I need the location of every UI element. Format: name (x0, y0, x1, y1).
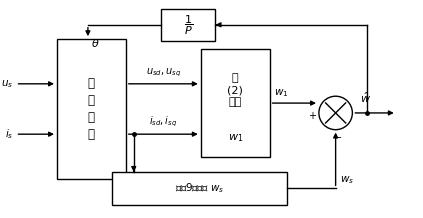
Text: $\theta$: $\theta$ (91, 37, 99, 49)
Text: 坐
标
变
换: 坐 标 变 换 (88, 77, 95, 141)
Text: $\it{w}_1$: $\it{w}_1$ (274, 87, 288, 99)
Text: $\dfrac{1}{P}$: $\dfrac{1}{P}$ (184, 13, 193, 37)
Text: $\it{w}_s$: $\it{w}_s$ (340, 175, 354, 186)
Text: $\it{u}_{sd},\it{u}_{sq}$: $\it{u}_{sd},\it{u}_{sq}$ (146, 66, 181, 79)
Text: $\hat{w}$: $\hat{w}$ (360, 91, 371, 105)
Text: 式
(2)
计算: 式 (2) 计算 (227, 73, 243, 107)
Text: −: − (334, 133, 342, 143)
Bar (57, 39, 126, 179)
Text: $\it{i}_{sd},\it{i}_{sq}$: $\it{i}_{sd},\it{i}_{sq}$ (149, 115, 177, 129)
Bar (161, 9, 215, 41)
Text: +: + (308, 111, 316, 121)
Text: 式（9）计算 $\it{w}_s$: 式（9）计算 $\it{w}_s$ (175, 181, 225, 195)
Text: $\it{i}_s$: $\it{i}_s$ (5, 127, 14, 141)
Text: $\it{w}_1$: $\it{w}_1$ (228, 132, 243, 144)
Bar (112, 172, 287, 204)
Text: $\it{u}_s$: $\it{u}_s$ (1, 78, 14, 90)
Bar (201, 49, 269, 157)
